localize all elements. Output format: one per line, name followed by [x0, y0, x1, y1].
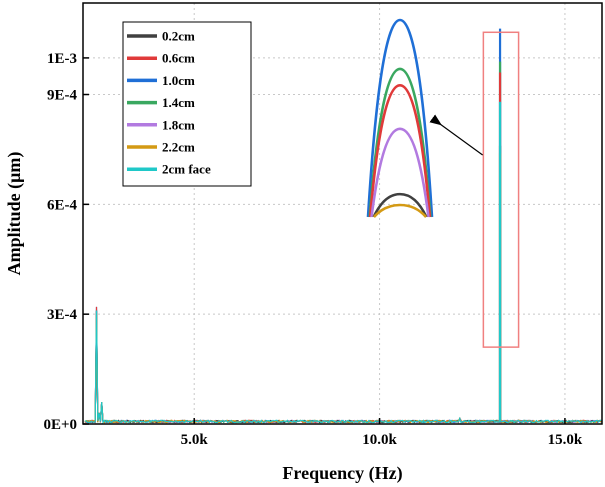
y-tick-label-1: 3E-4 [47, 307, 78, 323]
legend: 0.2cm 0.6cm 1.0cm 1.4cm 1.8cm 2.2cm 2cm face [122, 21, 252, 187]
y-tick-label-0: 0E+0 [43, 417, 77, 433]
series-line-2cm-face [84, 310, 602, 425]
highlight-box [482, 31, 520, 348]
inset-curve-1.4cm [368, 67, 432, 218]
legend-label-0.6cm: 0.6cm [162, 51, 195, 66]
y-tick-label-4: 1E-3 [47, 51, 77, 67]
series-line-0.6cm [84, 306, 602, 424]
legend-label-1.0cm: 1.0cm [162, 73, 195, 88]
plot-frame [82, 2, 603, 425]
inset-arrow [429, 114, 483, 156]
legend-label-2cm-face: 2cm face [162, 162, 211, 177]
series-line-1.0cm [84, 306, 602, 424]
y-tick-label-2: 6E-4 [47, 197, 78, 213]
series-line-2.2cm [84, 314, 602, 424]
x-tick-label-2: 15.0k [548, 432, 583, 448]
series-line-1.4cm [84, 310, 602, 424]
x-axis-ticks: 5.0k 10.0k 15.0k [181, 418, 583, 448]
legend-label-1.4cm: 1.4cm [162, 95, 195, 110]
x-axis-title: Frequency (Hz) [282, 463, 402, 484]
inset-zoom [366, 18, 483, 218]
x-tick-label-1: 10.0k [362, 432, 397, 448]
y-tick-label-3: 9E-4 [47, 88, 78, 104]
series-line-1.8cm [84, 310, 602, 424]
series-line-0.2cm [84, 310, 602, 424]
y-axis-title: Amplitude (μm) [4, 152, 25, 276]
inset-curve-2.2cm [373, 203, 427, 218]
inset-curve-0.6cm [368, 83, 432, 218]
inset-curve-1.8cm [370, 127, 430, 218]
legend-label-0.2cm: 0.2cm [162, 29, 195, 44]
legend-label-2.2cm: 2.2cm [162, 140, 195, 155]
inset-curve-1.0cm [366, 18, 434, 218]
x-tick-label-0: 5.0k [181, 432, 209, 448]
y-axis-ticks: 0E+0 3E-4 6E-4 9E-4 1E-3 [43, 51, 89, 433]
legend-label-1.8cm: 1.8cm [162, 117, 195, 132]
series-layer [84, 28, 602, 425]
inset-curve-0.2cm [372, 192, 428, 218]
peak-highlight [482, 31, 520, 348]
